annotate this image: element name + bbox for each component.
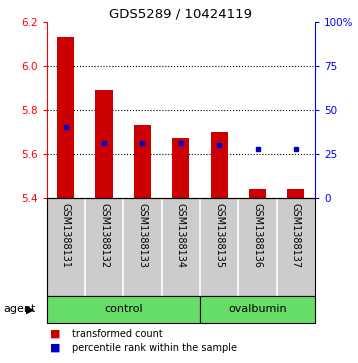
Text: ovalbumin: ovalbumin	[228, 305, 287, 314]
Text: GSM1388133: GSM1388133	[137, 203, 147, 268]
Text: control: control	[104, 305, 142, 314]
Text: ■: ■	[50, 329, 61, 339]
Text: ■: ■	[50, 343, 61, 352]
Text: GSM1388132: GSM1388132	[99, 203, 109, 268]
Bar	[57, 37, 74, 198]
Bar	[47, 296, 200, 323]
Bar	[200, 296, 315, 323]
Text: GSM1388135: GSM1388135	[214, 203, 224, 268]
Bar	[211, 132, 228, 198]
Bar	[287, 189, 305, 198]
Text: GSM1388134: GSM1388134	[176, 203, 186, 268]
Bar	[96, 90, 113, 198]
Text: GSM1388137: GSM1388137	[291, 203, 301, 268]
Text: agent: agent	[4, 305, 36, 314]
Text: GSM1388131: GSM1388131	[61, 203, 71, 268]
Bar	[134, 125, 151, 198]
Text: percentile rank within the sample: percentile rank within the sample	[72, 343, 237, 352]
Bar	[172, 138, 189, 198]
Bar	[249, 189, 266, 198]
Text: GSM1388136: GSM1388136	[252, 203, 262, 268]
Text: transformed count: transformed count	[72, 329, 162, 339]
Text: ▶: ▶	[26, 305, 35, 314]
Title: GDS5289 / 10424119: GDS5289 / 10424119	[109, 8, 252, 21]
